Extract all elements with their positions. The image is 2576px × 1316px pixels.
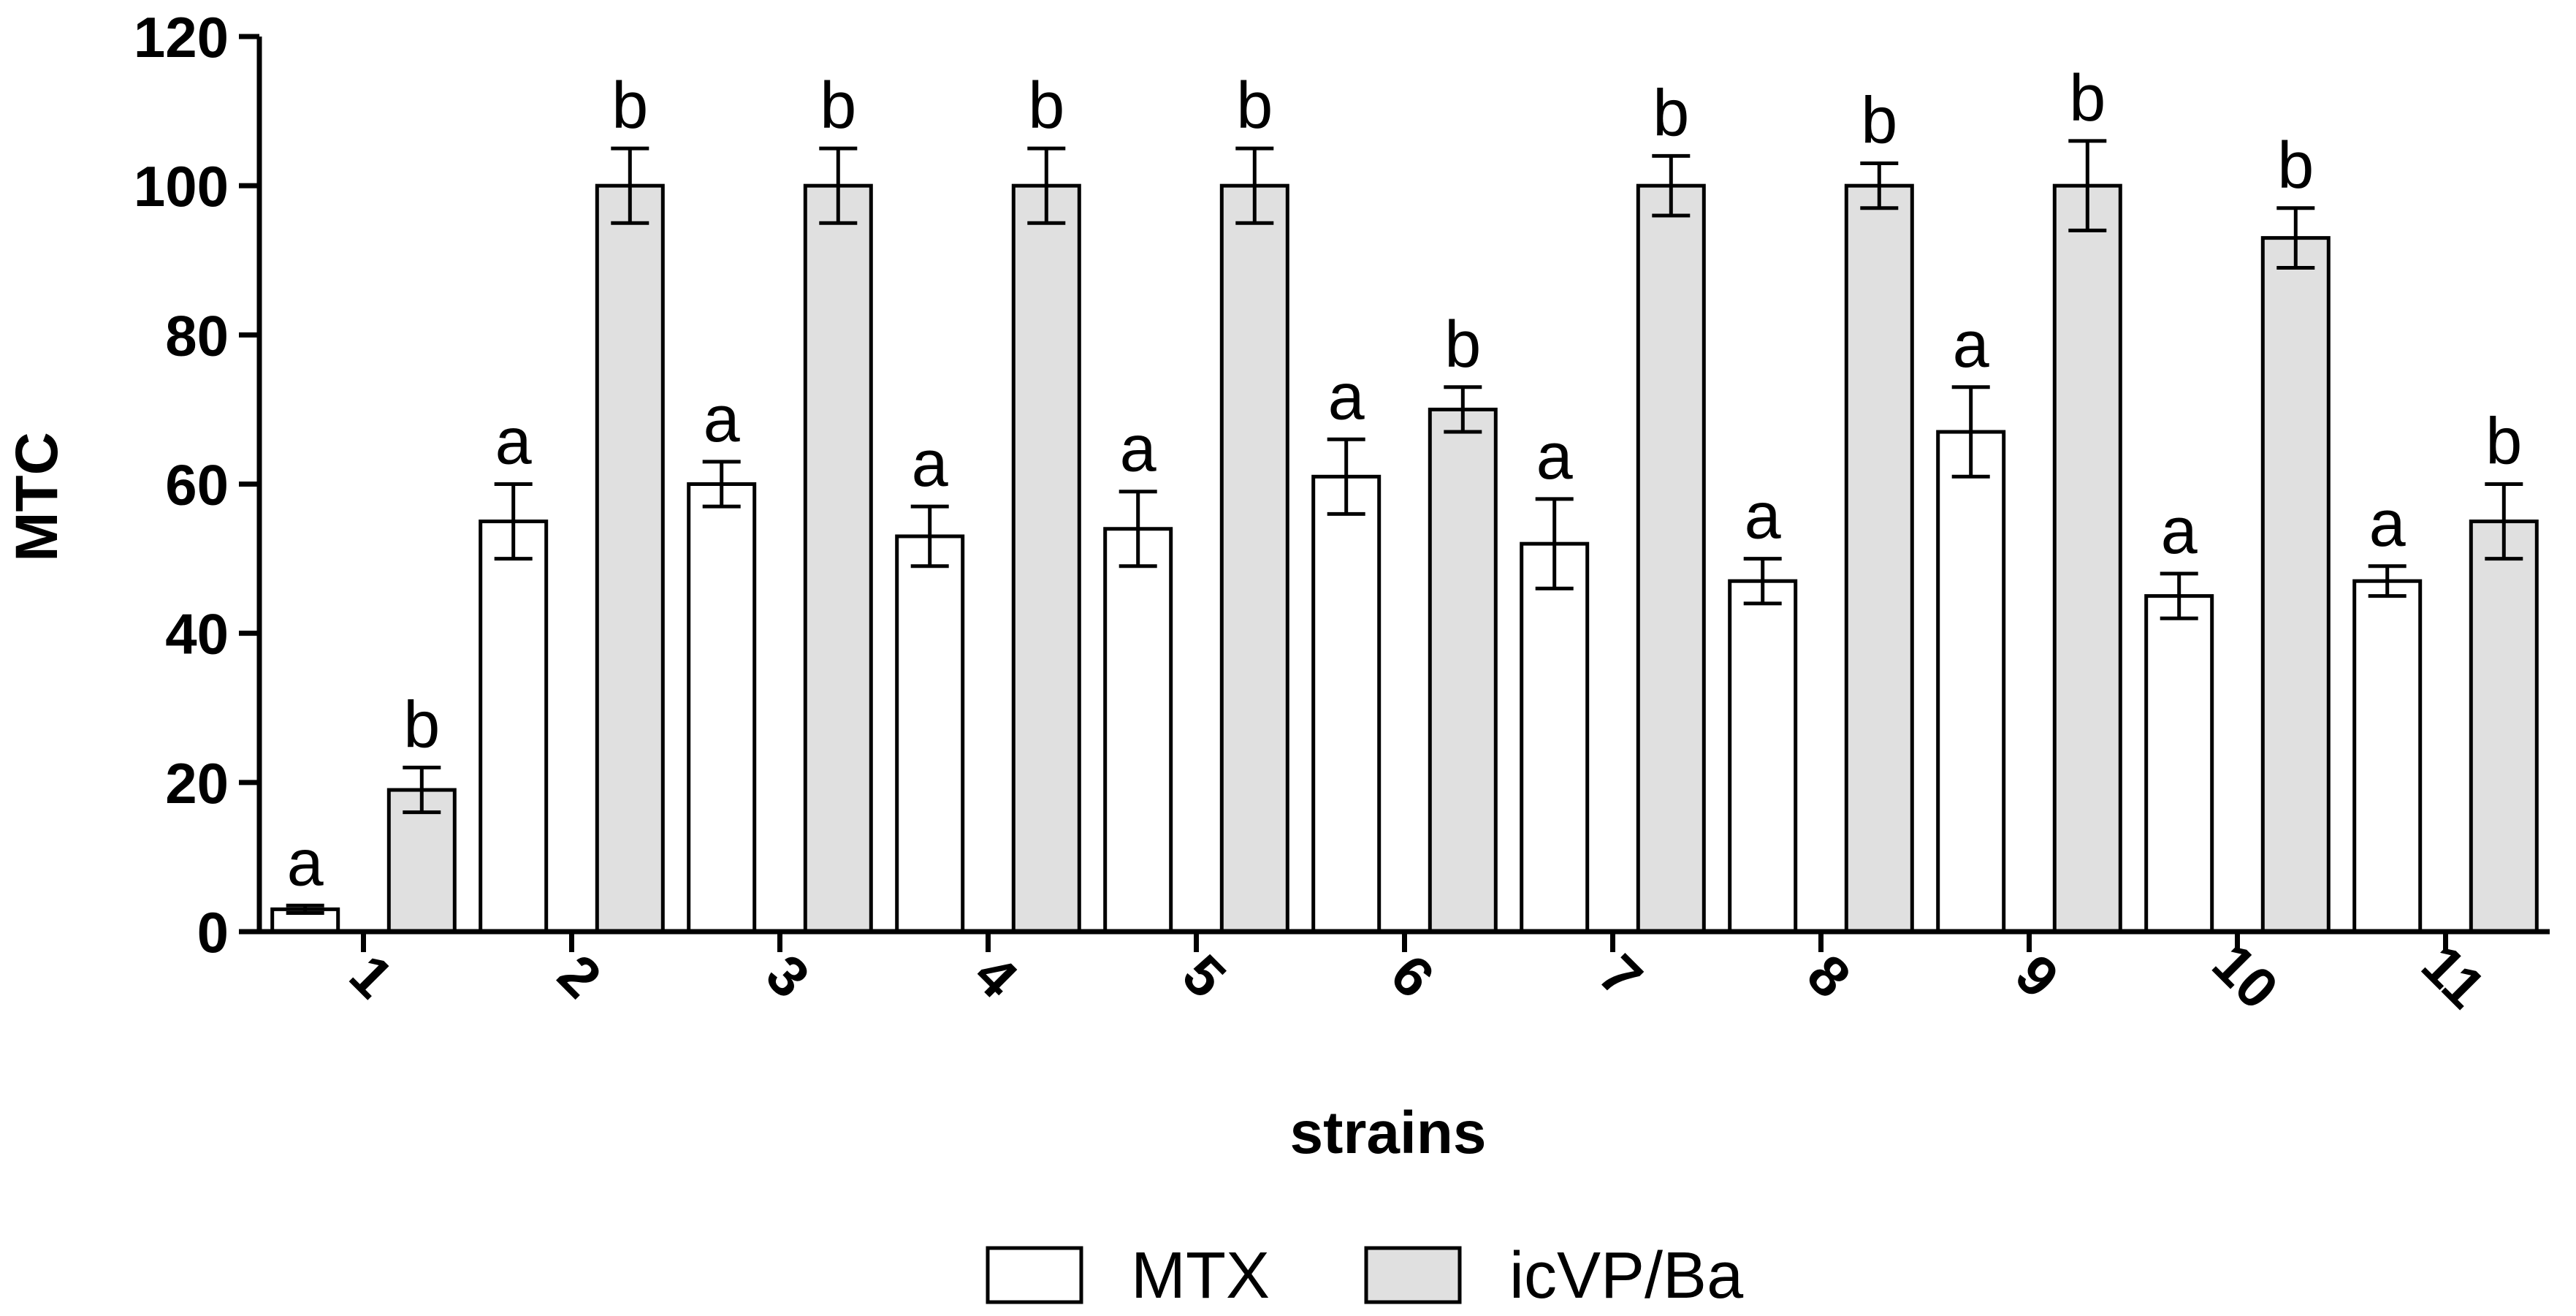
bar-icvp-ba bbox=[2052, 183, 2122, 934]
x-tick-label: 11 bbox=[2409, 932, 2498, 1021]
x-axis-title: strains bbox=[1290, 1100, 1487, 1166]
x-tick-label: 4 bbox=[962, 942, 1030, 1010]
significance-label: b bbox=[2069, 62, 2106, 135]
significance-label: b bbox=[1236, 69, 1273, 142]
x-tick-label: 5 bbox=[1170, 942, 1238, 1010]
significance-label: a bbox=[495, 406, 533, 479]
significance-label: a bbox=[704, 383, 741, 456]
bar-icvp-ba bbox=[595, 183, 665, 934]
bar-mtx bbox=[1103, 527, 1173, 934]
significance-label: a bbox=[287, 826, 324, 899]
bar-mtx bbox=[2144, 594, 2214, 934]
significance-label: a bbox=[1328, 360, 1365, 433]
significance-label: b bbox=[611, 69, 648, 142]
y-tick-label: 40 bbox=[165, 602, 229, 666]
bar-mtx bbox=[1311, 474, 1382, 934]
bar-icvp-ba bbox=[2260, 236, 2331, 934]
bar-mtx bbox=[1936, 430, 2006, 934]
significance-label: b bbox=[2485, 406, 2522, 479]
x-ticks: 1 2 3 4 5 6 7 8 9 10 11 bbox=[338, 931, 2498, 1022]
significance-label: a bbox=[2161, 495, 2198, 568]
y-axis-title: MTC bbox=[4, 432, 70, 562]
significance-label: a bbox=[1745, 480, 1782, 553]
x-tick-label: 3 bbox=[754, 942, 822, 1010]
x-tick-label: 8 bbox=[1795, 942, 1863, 1010]
bar-mtx bbox=[1728, 579, 1798, 934]
significance-label: b bbox=[820, 69, 856, 142]
significance-label: b bbox=[1028, 69, 1064, 142]
y-tick-label: 120 bbox=[134, 5, 229, 69]
bar-mtx bbox=[2352, 579, 2423, 934]
x-tick-label: 2 bbox=[546, 942, 614, 1010]
x-tick-label: 6 bbox=[1379, 942, 1447, 1010]
significance-label: b bbox=[1444, 308, 1481, 381]
significance-label: a bbox=[1953, 308, 1990, 381]
significance-label: b bbox=[403, 688, 440, 761]
x-tick-label: 9 bbox=[2003, 942, 2071, 1010]
bar-mtx bbox=[1520, 541, 1590, 934]
legend: MTX icVP/Ba bbox=[986, 1239, 1744, 1312]
significance-label: b bbox=[1861, 85, 1897, 158]
significance-label: a bbox=[1536, 420, 1574, 493]
bar-icvp-ba bbox=[1428, 407, 1498, 934]
bar-icvp-ba bbox=[1219, 183, 1289, 934]
significance-label: a bbox=[912, 427, 949, 501]
y-tick-label: 100 bbox=[134, 154, 229, 218]
bar-icvp-ba bbox=[803, 183, 873, 934]
significance-label: a bbox=[1120, 413, 1157, 486]
x-tick-label: 10 bbox=[2200, 931, 2291, 1022]
bar-mtx bbox=[479, 520, 549, 934]
y-tick-label: 20 bbox=[165, 751, 229, 815]
x-tick-label: 7 bbox=[1587, 942, 1655, 1010]
bar-icvp-ba bbox=[1636, 183, 1706, 934]
legend-swatch-mtx bbox=[986, 1246, 1083, 1304]
x-tick-label: 1 bbox=[338, 942, 405, 1010]
significance-label: b bbox=[2277, 129, 2314, 202]
bar-icvp-ba bbox=[1011, 183, 1081, 934]
bar-mtx bbox=[687, 482, 757, 934]
significance-label: b bbox=[1653, 77, 1689, 150]
legend-label-mtx: MTX bbox=[1131, 1239, 1270, 1312]
y-tick-label: 0 bbox=[197, 900, 229, 965]
significance-label: a bbox=[2369, 487, 2407, 560]
legend-label-icvp-ba: icVP/Ba bbox=[1509, 1239, 1744, 1312]
y-tick-label: 80 bbox=[165, 303, 229, 368]
bar-icvp-ba bbox=[2469, 520, 2539, 934]
bar-mtx bbox=[895, 534, 965, 934]
legend-swatch-icvp-ba bbox=[1364, 1246, 1462, 1304]
y-ticks: 0 20 40 60 80 100 120 bbox=[134, 5, 259, 965]
bar-icvp-ba bbox=[1844, 183, 1914, 934]
y-tick-label: 60 bbox=[165, 453, 229, 517]
